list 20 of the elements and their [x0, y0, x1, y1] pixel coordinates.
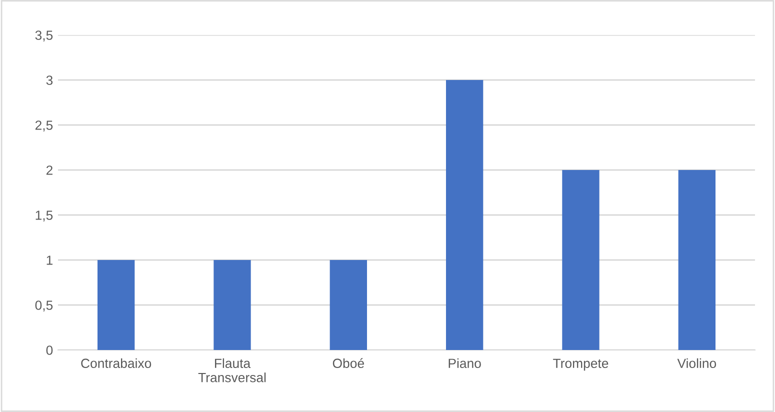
bar: [97, 260, 135, 350]
y-tick-label: 1: [46, 256, 52, 265]
y-tick-label: 2,5: [35, 120, 53, 132]
bar: [562, 170, 600, 350]
x-tick-label: Flauta Transversal: [198, 358, 266, 382]
x-tick-label: Contrabaixo: [81, 358, 152, 368]
x-tick-label: Trompete: [553, 358, 608, 371]
bar: [214, 260, 251, 350]
y-tick-label: 2: [46, 166, 52, 175]
y-tick-label: 0: [46, 346, 53, 355]
y-tick-label: 1,5: [36, 210, 53, 222]
bar: [678, 170, 716, 350]
x-tick-label: Violino: [677, 358, 716, 368]
x-tick-label: Oboé: [332, 358, 364, 368]
y-tick-label: 3,5: [35, 30, 53, 42]
bar: [446, 80, 484, 350]
x-tick-label: Piano: [448, 358, 481, 368]
y-tick-label: 3: [46, 76, 53, 85]
bar: [330, 260, 368, 350]
y-tick-label: 0,5: [35, 300, 53, 312]
